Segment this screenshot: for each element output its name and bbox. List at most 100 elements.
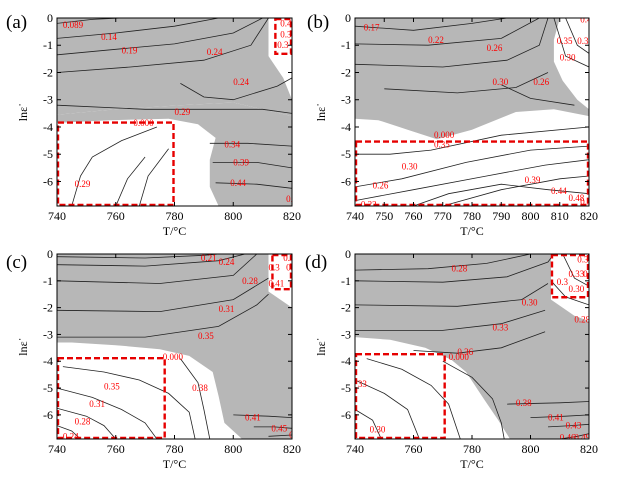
x-tick-label: 770: [434, 209, 452, 223]
contour-label: 0.28: [75, 417, 91, 427]
contour-line: [215, 182, 292, 189]
panel-letter: (a): [6, 12, 27, 33]
contour-label: 0.19: [122, 46, 138, 56]
contour-line: [355, 18, 540, 46]
contour-line: [355, 18, 508, 31]
contour-label: 0.35: [198, 331, 214, 341]
x-tick-label: 780: [463, 442, 481, 456]
contour-label: 0.44: [563, 10, 579, 20]
x-tick-label: 820: [580, 209, 598, 223]
y-tick-label: 0: [47, 247, 53, 261]
contour-label: 0.39: [525, 175, 541, 185]
y-axis-title: lnε˙: [16, 337, 30, 355]
x-tick-label: 740: [346, 442, 364, 456]
contour-label: 0.43: [566, 421, 582, 431]
y-tick-label: -1: [43, 38, 53, 52]
y-tick-label: -5: [43, 147, 53, 161]
contour-label: 0.41: [245, 413, 261, 423]
y-tick-label: -5: [43, 381, 53, 395]
contour-line: [355, 145, 589, 188]
highlight-box: [56, 357, 166, 440]
contour-label: 0.22: [428, 35, 444, 45]
contour-label: 0.44: [551, 186, 567, 196]
x-tick-label: 780: [463, 209, 481, 223]
contour-label: 0.46: [560, 433, 576, 443]
x-tick-label: 740: [346, 209, 364, 223]
x-axis-title: T/°C: [163, 457, 186, 471]
y-axis-title: lnε˙: [16, 103, 30, 121]
y-tick-label: -6: [43, 408, 53, 422]
contour-label: 0.24: [233, 77, 249, 87]
contour-label: 0.35: [434, 140, 450, 150]
panel-letter: (b): [307, 12, 329, 33]
x-tick-label: 790: [492, 209, 510, 223]
contour-label: 0.28: [452, 264, 468, 274]
contour-label: 0.4: [283, 253, 295, 263]
y-tick-label: -4: [43, 120, 53, 134]
y-tick-label: -3: [341, 327, 351, 341]
contour-line: [57, 277, 269, 313]
contour-label: 0.3: [577, 36, 589, 46]
y-tick-label: -4: [341, 120, 351, 134]
x-tick-label: 740: [48, 442, 66, 456]
contour-label: 0.38: [516, 398, 532, 408]
highlight-box: [354, 353, 446, 440]
contour-line: [355, 409, 382, 439]
contour-line: [57, 104, 292, 114]
contour-line: [501, 84, 575, 106]
contour-line: [355, 254, 555, 283]
x-tick-label: 780: [166, 209, 184, 223]
contour-label: 0.44: [230, 178, 246, 188]
y-tick-label: -4: [43, 354, 53, 368]
contour-label: 0.000: [434, 130, 455, 140]
contour-label: 0.44: [280, 18, 296, 28]
contour-line: [62, 366, 196, 439]
y-tick-label: -1: [43, 274, 53, 288]
contour-line: [413, 183, 589, 206]
y-tick-label: -3: [43, 93, 53, 107]
instability-region: [57, 18, 292, 117]
y-tick-label: -3: [43, 327, 53, 341]
contour-line: [355, 283, 549, 307]
contour-line: [57, 293, 269, 338]
contour-line: [565, 18, 589, 54]
contour-line: [507, 401, 589, 405]
contour-label: 0.29: [175, 107, 191, 117]
x-tick-label: 760: [107, 442, 125, 456]
contour-line: [553, 18, 589, 68]
contour-line: [180, 358, 211, 439]
plot-area: 0.21 0.240.280.310.350.0000.380.350.310.2…: [57, 253, 298, 441]
highlight-box: [271, 253, 293, 291]
contour-label: 0.3: [286, 262, 298, 272]
contour-label: 0.5: [580, 197, 592, 207]
y-tick-label: -2: [341, 65, 351, 79]
contour-label: 0.35: [104, 382, 120, 392]
y-axis-title: lnε˙: [314, 337, 328, 355]
contour-label: 0.45: [271, 423, 287, 433]
contour-label: 0.14: [101, 32, 117, 42]
y-axis-title: lnε˙: [314, 103, 328, 121]
contour-label: 0.000: [449, 352, 470, 362]
contour-line: [57, 254, 258, 284]
contour-label: 0.24: [63, 431, 79, 441]
y-tick-label: -2: [43, 65, 53, 79]
x-tick-label: 820: [283, 209, 301, 223]
x-axis-title: T/°C: [460, 224, 483, 238]
y-tick-label: -5: [341, 147, 351, 161]
y-tick-label: -2: [43, 301, 53, 315]
contour-line: [562, 254, 589, 287]
highlight-box: [354, 140, 590, 207]
contour-label: 0.28: [242, 276, 258, 286]
contour-label: 0.000: [163, 352, 184, 362]
y-tick-label: -1: [341, 38, 351, 52]
contour-label: 0.28: [574, 315, 590, 325]
contour-line: [547, 423, 589, 428]
contour-label: 0.35: [557, 36, 573, 46]
highlight-box: [274, 17, 293, 55]
contour-label: 0.3: [277, 40, 289, 50]
contour-line: [57, 425, 81, 439]
panel-c: (c) 0.21 0.240.280.310.350.0000.380.350.31…: [6, 247, 301, 471]
